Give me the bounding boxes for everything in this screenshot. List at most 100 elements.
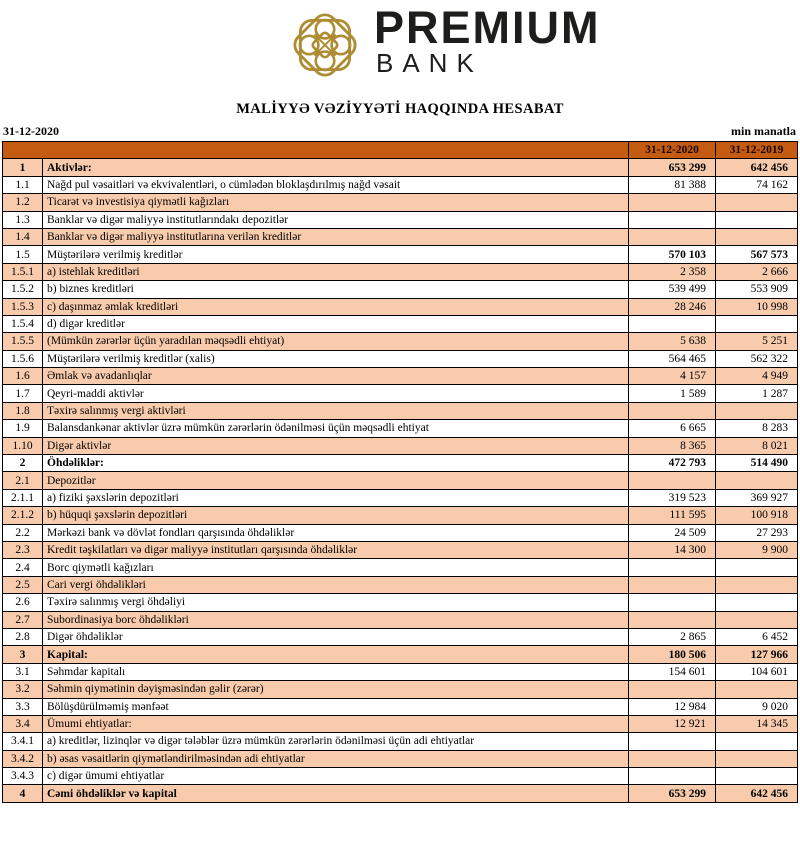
- row-number-cell: 1.7: [2, 384, 43, 403]
- value-2020-cell: [628, 314, 716, 334]
- table-row: 1.6 Əmlak və avadanlıqlar 4 157 4 949: [2, 367, 798, 386]
- row-label-cell: Müştərilərə verilmiş kreditlər: [42, 245, 629, 264]
- row-label-cell: Ticarət və investisiya qiymətli kağızlar…: [42, 193, 629, 212]
- value-2019-cell: [715, 732, 798, 751]
- row-number-cell: 1.2: [2, 193, 43, 212]
- row-number-cell: 2.1: [2, 471, 43, 490]
- value-2020-cell: [628, 767, 716, 786]
- table-row: 2.3 Kredit təşkilatları və digər maliyyə …: [2, 540, 798, 560]
- row-label-cell: Bölüşdürülməmiş mənfəət: [42, 697, 629, 716]
- table-row: 1.5.3 c) daşınmaz əmlak kreditləri 28 246 1…: [2, 297, 798, 316]
- row-number-cell: 3.4.1: [2, 732, 43, 751]
- row-label-cell: b) hüquqi şəxslərin depozitləri: [42, 506, 629, 525]
- value-2019-cell: [715, 680, 798, 699]
- row-number-cell: 2.7: [2, 610, 43, 629]
- value-2020-cell: 14 300: [628, 540, 716, 560]
- row-label-cell: a) kreditlər, lizinqlər və digər tələblə…: [42, 732, 629, 751]
- value-2019-cell: 127 966: [715, 645, 798, 664]
- row-number-cell: 1.5.5: [2, 332, 43, 351]
- table-row: 1.5.4 d) digər kreditlər: [2, 314, 798, 334]
- table-row: 2.4 Borc qiymətli kağızları: [2, 558, 798, 577]
- table-row: 2.1.2 b) hüquqi şəxslərin depozitləri 111 …: [2, 506, 798, 525]
- row-label-cell: Digər öhdəliklər: [42, 627, 629, 647]
- premium-bank-knot-logo-icon: [281, 1, 369, 89]
- table-row: 2 Öhdəliklər: 472 793 514 490: [2, 454, 798, 473]
- table-row: 3.4.2 b) əsas vəsaitlərin qiymətləndirilm…: [2, 749, 798, 769]
- row-label-cell: Borc qiymətli kağızları: [42, 558, 629, 577]
- value-2020-cell: 1 589: [628, 384, 716, 403]
- row-label-cell: (Mümkün zərərlər üçün yaradılan məqsədli…: [42, 332, 629, 351]
- row-label-cell: Öhdəliklər:: [42, 454, 629, 473]
- value-2020-cell: [628, 732, 716, 751]
- table-row: 2.5 Cari vergi öhdəlikləri: [2, 575, 798, 595]
- row-number-cell: 2.8: [2, 627, 43, 647]
- value-2019-cell: 553 909: [715, 280, 798, 299]
- value-2020-cell: 111 595: [628, 506, 716, 525]
- row-label-cell: c) daşınmaz əmlak kreditləri: [42, 297, 629, 316]
- table-row: 1.4 Banklar və digər maliyyə institutları…: [2, 227, 798, 247]
- row-number-cell: 1.5.3: [2, 297, 43, 316]
- table-row: 1.5.1 a) istehlak kreditləri 2 358 2 666: [2, 262, 798, 282]
- value-2019-cell: [715, 227, 798, 247]
- row-number-cell: 3.4: [2, 714, 43, 734]
- row-label-cell: Balansdankənar aktivlər üzrə mümkün zərə…: [42, 419, 629, 438]
- table-row: 1.9 Balansdankənar aktivlər üzrə mümkün z…: [2, 419, 798, 438]
- value-2020-cell: 472 793: [628, 454, 716, 473]
- row-number-cell: 1: [2, 158, 43, 177]
- row-number-cell: 2.1.1: [2, 488, 43, 508]
- value-2019-cell: 369 927: [715, 488, 798, 508]
- row-number-cell: 2.1.2: [2, 506, 43, 525]
- header-col-2019: 31-12-2019: [715, 140, 798, 160]
- row-number-cell: 3.1: [2, 662, 43, 682]
- value-2020-cell: [628, 575, 716, 595]
- table-row: 1.3 Banklar və digər maliyyə institutları…: [2, 210, 798, 229]
- row-number-cell: 1.5.1: [2, 262, 43, 282]
- brand-name-top: PREMIUM: [374, 2, 601, 53]
- value-2020-cell: 28 246: [628, 297, 716, 316]
- value-2019-cell: 8 283: [715, 419, 798, 438]
- report-date: 31-12-2020: [3, 124, 59, 138]
- value-2020-cell: 2 865: [628, 627, 716, 647]
- table-row: 1.5.5 (Mümkün zərərlər üçün yaradılan məq…: [2, 332, 798, 351]
- value-2019-cell: 562 322: [715, 349, 798, 369]
- value-2020-cell: 8 365: [628, 436, 716, 456]
- brand-name-bottom: BANK: [376, 48, 483, 78]
- value-2019-cell: 2 666: [715, 262, 798, 282]
- table-body: 1 Aktivlər: 653 299 642 456 1.1 Nağd pul vəsa…: [2, 158, 798, 803]
- value-2019-cell: 6 452: [715, 627, 798, 647]
- table-row: 1.1 Nağd pul vəsaitləri və ekvivalentləri…: [2, 175, 798, 195]
- value-2019-cell: [715, 471, 798, 490]
- row-label-cell: c) digər ümumi ehtiyatlar: [42, 767, 629, 786]
- row-label-cell: Digər aktivlər: [42, 436, 629, 456]
- table-row: 1.10 Digər aktivlər 8 365 8 021: [2, 436, 798, 456]
- value-2019-cell: [715, 575, 798, 595]
- row-label-cell: Təxirə salınmış vergi öhdəliyi: [42, 593, 629, 612]
- value-2019-cell: 514 490: [715, 454, 798, 473]
- table-row: 2.8 Digər öhdəliklər 2 865 6 452: [2, 627, 798, 647]
- table-row: 2.1 Depozitlər: [2, 471, 798, 490]
- row-number-cell: 2.5: [2, 575, 43, 595]
- value-2019-cell: 5 251: [715, 332, 798, 351]
- row-label-cell: Aktivlər:: [42, 158, 629, 177]
- value-2020-cell: 24 509: [628, 523, 716, 542]
- value-2019-cell: 642 456: [715, 784, 798, 803]
- value-2019-cell: 10 998: [715, 297, 798, 316]
- row-number-cell: 3.4.2: [2, 749, 43, 769]
- value-2019-cell: 9 020: [715, 697, 798, 716]
- value-2019-cell: [715, 210, 798, 229]
- row-number-cell: 2.6: [2, 593, 43, 612]
- value-2020-cell: [628, 210, 716, 229]
- table-row: 1.2 Ticarət və investisiya qiymətli kağız…: [2, 193, 798, 212]
- table-row: 1.5.6 Müştərilərə verilmiş kreditlər (xal…: [2, 349, 798, 369]
- table-row: 2.1.1 a) fiziki şəxslərin depozitləri 319 …: [2, 488, 798, 508]
- value-2020-cell: [628, 593, 716, 612]
- value-2019-cell: 9 900: [715, 540, 798, 560]
- value-2020-cell: 564 465: [628, 349, 716, 369]
- row-label-cell: d) digər kreditlər: [42, 314, 629, 334]
- row-label-cell: Cari vergi öhdəlikləri: [42, 575, 629, 595]
- value-2019-cell: [715, 401, 798, 421]
- value-2020-cell: 180 506: [628, 645, 716, 664]
- row-label-cell: Kapital:: [42, 645, 629, 664]
- row-number-cell: 4: [2, 784, 43, 803]
- page-title: MALİYYƏ VƏZİYYƏTİ HAQQINDA HESABAT: [236, 101, 564, 117]
